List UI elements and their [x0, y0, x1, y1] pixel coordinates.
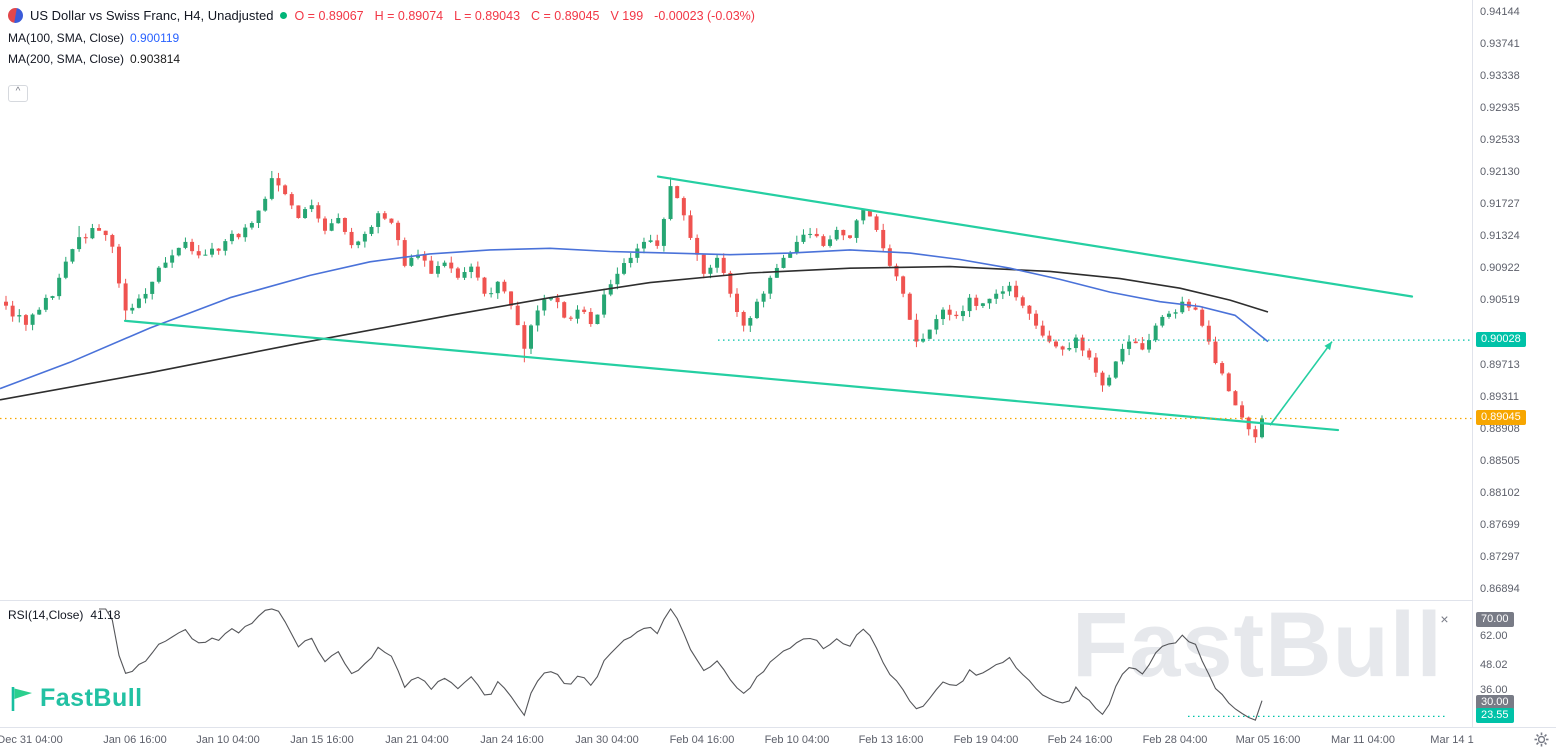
ma200-legend[interactable]: MA(200, SMA, Close) 0.903814 [8, 52, 180, 66]
fastbull-symbol-icon [8, 8, 23, 23]
time-axis-label: Feb 10 04:00 [764, 734, 830, 746]
rsi-legend[interactable]: RSI(14,Close) 41.18 [8, 608, 120, 622]
projection-arrow [1269, 341, 1333, 426]
time-axis-label: Mar 11 04:00 [1330, 734, 1396, 746]
price-axis-label: 0.93741 [1480, 37, 1520, 50]
fastbull-flag-icon [11, 686, 32, 711]
price-axis-label: 0.94144 [1480, 5, 1520, 18]
ma200-label: MA(200, SMA, Close) [8, 52, 125, 66]
time-axis-label: Jan 24 16:00 [480, 734, 544, 746]
price-axis-label: 0.88102 [1480, 487, 1520, 500]
fastbull-logo[interactable]: FastBull [10, 684, 143, 713]
settings-gear-button[interactable] [1534, 732, 1549, 752]
rsi-label: RSI(14,Close) [8, 608, 84, 622]
time-axis-label: Feb 13 16:00 [858, 734, 924, 746]
chevron-up-icon: ^ [15, 86, 21, 97]
price-axis-label: 0.88505 [1480, 455, 1520, 468]
rsi-badge: 30.00 [1476, 695, 1514, 710]
price-axis-label: 0.87297 [1480, 551, 1520, 564]
price-badge: 0.90028 [1476, 332, 1526, 348]
price-chart-canvas[interactable] [0, 0, 1472, 727]
fastbull-logo-text: FastBull [40, 684, 143, 712]
time-axis-label: Feb 04 16:00 [669, 734, 735, 746]
collapse-legend-button[interactable]: ^ [8, 85, 28, 102]
time-axis-label: Feb 19 04:00 [953, 734, 1019, 746]
trendline-lower [123, 319, 1340, 432]
ohlc-open: O = 0.89067 [294, 8, 364, 23]
price-axis-label: 0.92130 [1480, 166, 1520, 179]
time-axis-label: Mar 05 16:00 [1235, 734, 1301, 746]
price-axis-label: 0.87699 [1480, 519, 1520, 532]
time-axis-label: Jan 30 04:00 [575, 734, 639, 746]
price-axis-label: 0.89311 [1480, 390, 1519, 403]
panel-divider[interactable] [0, 600, 1556, 601]
ma100-label: MA(100, SMA, Close) [8, 31, 125, 45]
ohlc-high: H = 0.89074 [374, 8, 444, 23]
price-badge: 0.89045 [1476, 410, 1526, 426]
ohlc-low: L = 0.89043 [454, 8, 521, 23]
rsi-close-button[interactable]: × [1436, 611, 1453, 628]
price-axis-label: 0.91324 [1480, 230, 1520, 243]
rsi-badge: 70.00 [1476, 612, 1514, 627]
price-axis-label: 0.92533 [1480, 133, 1520, 146]
rsi-value: 41.18 [90, 608, 121, 622]
close-icon: × [1440, 611, 1449, 627]
market-open-dot-icon [280, 12, 288, 19]
ma200-line [0, 265, 1269, 401]
projection-arrowhead [1324, 341, 1332, 351]
ohlc-volume: V 199 [610, 8, 644, 23]
price-axis-label: 0.88908 [1480, 422, 1520, 435]
price-axis-label: 0.86894 [1480, 583, 1520, 596]
rsi-line [99, 608, 1263, 721]
rsi-badge: 23.55 [1476, 708, 1514, 724]
time-axis[interactable]: Dec 31 04:00 Jan 06 16:00 Jan 10 04:00 Jan … [0, 727, 1556, 752]
ma100-value: 0.900119 [130, 31, 180, 45]
price-axis-label: 0.90922 [1480, 262, 1520, 275]
ohlc-change: -0.00023 (-0.03%) [654, 8, 755, 23]
price-axis-label: 0.89713 [1480, 358, 1520, 371]
price-axis-label: 0.93338 [1480, 69, 1520, 82]
time-axis-label: Jan 21 04:00 [385, 734, 449, 746]
ma200-value: 0.903814 [130, 52, 181, 66]
gear-icon [1534, 732, 1549, 747]
price-axis-label: 0.90519 [1480, 294, 1520, 307]
rsi-axis-label: 36.00 [1480, 684, 1508, 697]
ma100-legend[interactable]: MA(100, SMA, Close) 0.900119 [8, 31, 179, 45]
symbol-header: US Dollar vs Swiss Franc, H4, Unadjusted… [8, 8, 755, 23]
time-axis-label: Jan 10 04:00 [196, 734, 260, 746]
price-axis-label: 0.92935 [1480, 101, 1520, 114]
price-axis-label: 0.91727 [1480, 198, 1520, 211]
trendline-upper [656, 175, 1414, 298]
rsi-axis-label: 62.00 [1480, 630, 1508, 643]
time-axis-label: Jan 15 16:00 [290, 734, 354, 746]
rsi-axis-label: 48.02 [1480, 659, 1508, 672]
time-axis-label: Mar 14 1 [1430, 734, 1474, 746]
time-axis-label: Feb 28 04:00 [1142, 734, 1208, 746]
ohlc-close: C = 0.89045 [531, 8, 600, 23]
time-axis-label: Feb 24 16:00 [1047, 734, 1113, 746]
ohlc-values: O = 0.89067 H = 0.89074 L = 0.89043 C = … [294, 9, 754, 23]
fastbull-watermark: FastBull [1072, 594, 1443, 696]
price-axis[interactable]: 0.94144 0.93741 0.93338 0.92935 0.92533 0.921… [1472, 0, 1556, 727]
symbol-title[interactable]: US Dollar vs Swiss Franc, H4, Unadjusted [30, 8, 274, 23]
ma100-line [0, 247, 1269, 390]
candlestick-series [4, 170, 1264, 443]
time-axis-label: Dec 31 04:00 [0, 734, 63, 746]
time-axis-label: Jan 06 16:00 [103, 734, 167, 746]
